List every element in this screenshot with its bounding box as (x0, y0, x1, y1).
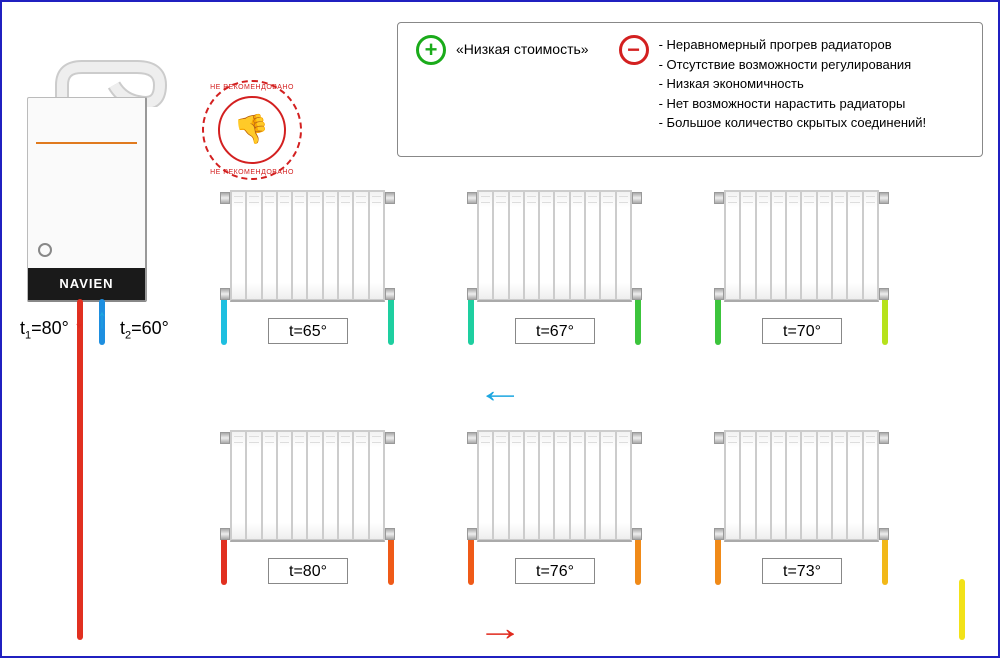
pros-cons-box: + «Низкая стоимость» − Неравномерный про… (397, 22, 983, 157)
diagram-frame: NAVIEN 👎 НЕ РЕКОМЕНДОВАНО НЕ РЕКОМЕНДОВА… (0, 0, 1000, 658)
return-flow-arrow: ← (477, 372, 524, 408)
cons-item: Низкая экономичность (659, 74, 927, 94)
cons-item: Большое количество скрытых соединений! (659, 113, 927, 133)
cons-item: Неравномерный прогрев радиаторов (659, 35, 927, 55)
cons-item: Отсутствие возможности регулирования (659, 55, 927, 75)
radiator (714, 430, 889, 542)
cons-item: Нет возможности нарастить радиаторы (659, 94, 927, 114)
cons: − Неравномерный прогрев радиаторовОтсутс… (619, 35, 927, 144)
radiator (220, 430, 395, 542)
radiator (220, 190, 395, 302)
temperature-label: t=80° (268, 558, 348, 584)
boiler-brand: NAVIEN (28, 268, 145, 300)
radiator (467, 430, 642, 542)
temperature-label: t=73° (762, 558, 842, 584)
plus-icon: + (416, 35, 446, 65)
cons-list: Неравномерный прогрев радиаторовОтсутств… (659, 35, 927, 133)
radiator (467, 190, 642, 302)
radiator (714, 190, 889, 302)
temperature-label: t=65° (268, 318, 348, 344)
temperature-label: t=76° (515, 558, 595, 584)
boiler-outlet-label: t1=80° (20, 318, 69, 342)
boiler-knob (38, 243, 52, 257)
minus-icon: − (619, 35, 649, 65)
thumbs-down-icon: 👎 (232, 111, 272, 150)
temperature-label: t=70° (762, 318, 842, 344)
not-recommended-stamp: 👎 НЕ РЕКОМЕНДОВАНО НЕ РЕКОМЕНДОВАНО (202, 80, 302, 180)
temperature-label: t=67° (515, 318, 595, 344)
supply-flow-arrow: → (477, 610, 524, 646)
pros: + «Низкая стоимость» (416, 35, 589, 144)
boiler: NAVIEN (27, 97, 147, 302)
boiler-out-arrow: ↓ (74, 305, 84, 333)
pros-text: «Низкая стоимость» (456, 35, 589, 57)
boiler-in-arrow: ↑ (97, 305, 107, 333)
boiler-inlet-label: t2=60° (120, 318, 169, 342)
